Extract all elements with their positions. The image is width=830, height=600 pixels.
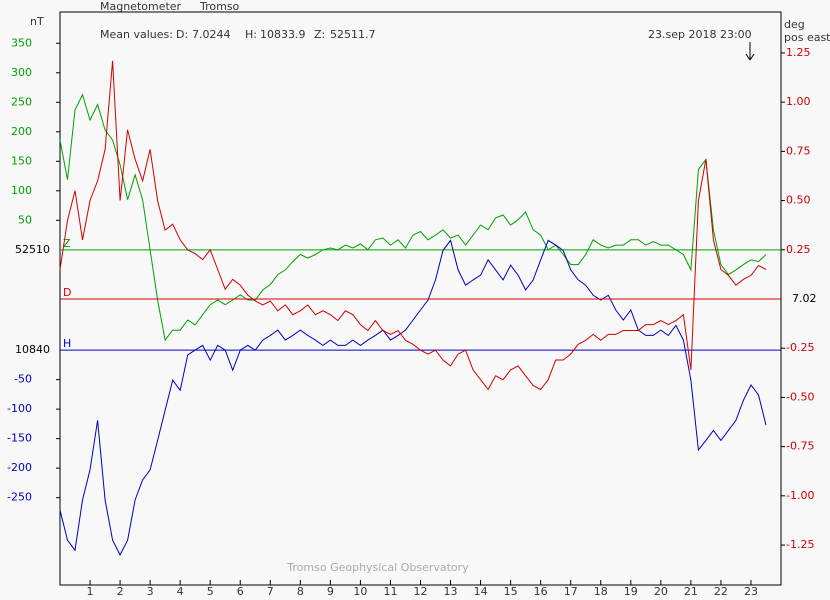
baseline-label: 52510 xyxy=(15,243,50,256)
x-tick-label: 22 xyxy=(714,585,728,598)
y-tick-label: 250 xyxy=(11,95,32,108)
x-tick-label: 14 xyxy=(474,585,488,598)
y2-axis-label: deg xyxy=(784,18,805,31)
series-name: H xyxy=(63,337,71,350)
y-tick-label: 50 xyxy=(18,213,32,226)
y-tick-label: 1.25 xyxy=(786,46,811,59)
baseline-label: 7.02 xyxy=(792,292,817,305)
mean-name: Z: xyxy=(314,28,325,41)
y-tick-label: 1.00 xyxy=(786,95,811,108)
y-tick-label: -250 xyxy=(7,491,32,504)
x-tick-label: 8 xyxy=(297,585,304,598)
y-tick-label: -150 xyxy=(7,432,32,445)
x-tick-label: 10 xyxy=(353,585,367,598)
x-tick-label: 18 xyxy=(594,585,608,598)
y-tick-label: 200 xyxy=(11,125,32,138)
x-tick-label: 7 xyxy=(267,585,274,598)
x-tick-label: 21 xyxy=(684,585,698,598)
baseline-label: 10840 xyxy=(15,343,50,356)
mean-value: 10833.9 xyxy=(260,28,306,41)
y-tick-label: 0.25 xyxy=(786,243,811,256)
x-tick-label: 9 xyxy=(327,585,334,598)
x-tick-label: 6 xyxy=(237,585,244,598)
series-line xyxy=(59,239,767,557)
mean-value: 52511.7 xyxy=(330,28,376,41)
x-tick-label: 16 xyxy=(534,585,548,598)
series-line xyxy=(59,93,767,342)
mean-label: Mean values: xyxy=(100,28,173,41)
y-tick-label: -50 xyxy=(14,373,32,386)
station: Tromso xyxy=(199,0,240,13)
footer: Tromso Geophysical Observatory xyxy=(286,561,469,574)
timestamp: 23.sep 2018 23:00 xyxy=(648,28,752,41)
series-line xyxy=(59,60,767,391)
y-tick-label: 100 xyxy=(11,184,32,197)
series-name: Z xyxy=(63,237,71,250)
x-tick-label: 15 xyxy=(504,585,518,598)
x-tick-label: 13 xyxy=(444,585,458,598)
y-tick-label: 150 xyxy=(11,154,32,167)
time-arrow xyxy=(745,42,755,61)
x-tick-label: 17 xyxy=(564,585,578,598)
x-tick-label: 23 xyxy=(744,585,758,598)
mean-name: H: xyxy=(245,28,257,41)
series-name: D xyxy=(63,286,71,299)
y-tick-label: -0.50 xyxy=(786,390,814,403)
x-tick-label: 3 xyxy=(147,585,154,598)
y-tick-label: 0.50 xyxy=(786,194,811,207)
y-tick-label: 350 xyxy=(11,36,32,49)
y-tick-label: 300 xyxy=(11,66,32,79)
y-tick-label: -100 xyxy=(7,402,32,415)
x-tick-label: 4 xyxy=(177,585,184,598)
x-tick-label: 11 xyxy=(383,585,397,598)
y-axis-label: nT xyxy=(30,15,44,28)
x-tick-label: 5 xyxy=(207,585,214,598)
y-tick-label: -200 xyxy=(7,461,32,474)
y-tick-label: -1.00 xyxy=(786,489,814,502)
y-tick-label: 0.75 xyxy=(786,144,811,157)
y-tick-label: -0.25 xyxy=(786,341,814,354)
x-tick-label: 1 xyxy=(87,585,94,598)
x-tick-label: 12 xyxy=(414,585,428,598)
x-tick-label: 20 xyxy=(654,585,668,598)
mean-name: D: xyxy=(176,28,188,41)
chart-title: Magnetometer xyxy=(100,0,182,13)
x-tick-label: 2 xyxy=(117,585,124,598)
y-tick-label: -0.75 xyxy=(786,440,814,453)
mean-value: 7.0244 xyxy=(192,28,231,41)
x-tick-label: 19 xyxy=(624,585,638,598)
y2-axis-label: pos east xyxy=(784,31,830,44)
y-tick-label: -1.25 xyxy=(786,538,814,551)
